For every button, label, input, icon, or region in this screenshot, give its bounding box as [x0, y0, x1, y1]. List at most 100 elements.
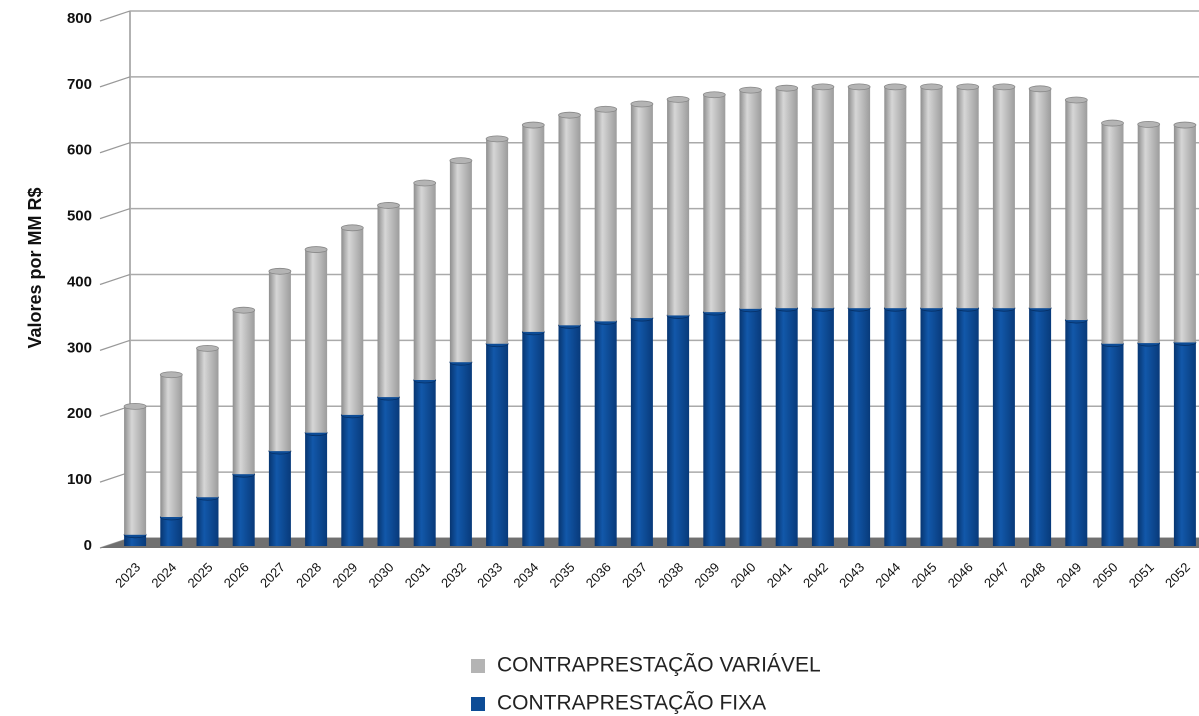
tick-mark	[99, 76, 131, 88]
bar	[160, 517, 183, 546]
x-tick-label: 2032	[438, 560, 469, 591]
bar	[884, 308, 907, 546]
bar	[413, 183, 436, 380]
bar	[920, 86, 943, 309]
bar	[486, 343, 509, 546]
bar	[992, 308, 1015, 546]
bar	[413, 379, 436, 546]
bar	[268, 451, 291, 546]
legend-label: CONTRAPRESTAÇÃO VARIÁVEL	[497, 653, 821, 677]
bar	[1101, 343, 1124, 546]
bar-cap	[304, 246, 328, 253]
bar	[956, 308, 979, 546]
bar-cap	[920, 83, 943, 91]
bar	[160, 374, 183, 518]
bar	[305, 249, 328, 433]
bar	[1029, 88, 1052, 309]
x-tick-label: 2029	[329, 560, 360, 591]
y-tick-label: 100	[67, 471, 92, 488]
bar	[630, 103, 653, 319]
y-tick-label: 0	[84, 537, 92, 554]
bar-cap	[413, 179, 437, 187]
bar-cap	[666, 95, 690, 103]
bar-cap	[1173, 121, 1197, 129]
bar	[884, 86, 907, 309]
bar-cap	[1137, 121, 1161, 128]
bar	[377, 205, 400, 398]
bar-cap	[1101, 119, 1124, 127]
x-tick-label: 2037	[619, 560, 650, 591]
legend-label: CONTRAPRESTAÇÃO FIXA	[497, 691, 766, 715]
x-tick-label: 2036	[583, 560, 614, 591]
bar-cap	[811, 83, 835, 91]
bar-cap	[232, 306, 256, 314]
bar-cap	[702, 91, 726, 99]
bar	[522, 331, 545, 546]
y-tick-label: 600	[67, 142, 92, 159]
bar	[341, 414, 364, 546]
bar	[268, 271, 291, 452]
y-tick-label: 400	[67, 273, 92, 290]
x-tick-label: 2042	[800, 560, 831, 591]
bar	[703, 312, 726, 546]
bar	[775, 88, 798, 309]
bar-cap	[847, 83, 871, 91]
bar	[1137, 343, 1160, 546]
bar-cap	[1064, 96, 1088, 104]
x-tick-label: 2034	[510, 560, 541, 591]
bar-cap	[1028, 85, 1052, 93]
bar	[1173, 342, 1196, 546]
bar	[124, 534, 147, 546]
bar-cap	[123, 402, 147, 410]
bar-cap	[883, 83, 907, 91]
bar	[811, 308, 834, 546]
tick-mark	[99, 142, 131, 154]
bar	[558, 115, 581, 326]
bar-cap	[340, 224, 364, 232]
bar-cap	[159, 371, 183, 379]
legend-swatch	[471, 697, 485, 711]
x-tick-label: 2047	[981, 560, 1012, 591]
bar	[703, 94, 726, 313]
bar	[811, 86, 834, 309]
bar-cap	[739, 86, 762, 94]
bar	[992, 86, 1015, 309]
x-tick-label: 2044	[872, 560, 903, 591]
bar	[449, 362, 472, 546]
y-tick-label: 300	[67, 339, 92, 356]
y-axis-title: Valores por MM R$	[25, 187, 45, 348]
bar	[739, 308, 762, 546]
bar	[341, 227, 364, 415]
bar	[196, 497, 219, 546]
x-tick-label: 2026	[221, 560, 252, 591]
bar-cap	[630, 100, 654, 108]
bar	[124, 406, 147, 535]
bar	[232, 474, 255, 546]
x-tick-label: 2050	[1090, 560, 1121, 591]
x-tick-label: 2033	[474, 560, 505, 591]
legend-swatch	[471, 659, 485, 673]
bar	[558, 325, 581, 546]
x-tick-label: 2049	[1053, 560, 1084, 591]
bar-cap	[992, 83, 1016, 91]
x-tick-label: 2030	[366, 560, 397, 591]
bar-cap	[775, 84, 799, 92]
y-tick-label: 200	[67, 405, 92, 422]
bar	[305, 432, 328, 546]
x-tick-label: 2039	[691, 560, 722, 591]
bar-cap	[558, 111, 581, 119]
bar	[522, 125, 545, 332]
x-tick-label: 2031	[402, 560, 433, 591]
x-tick-label: 2048	[1017, 560, 1048, 591]
bar-cap	[521, 121, 545, 129]
bar	[667, 315, 690, 546]
x-tick-label: 2035	[547, 560, 578, 591]
tick-mark	[99, 273, 131, 286]
bar	[775, 308, 798, 546]
x-tick-label: 2045	[909, 560, 940, 591]
bar	[1173, 125, 1196, 343]
x-tick-label: 2027	[257, 560, 288, 591]
bar	[630, 318, 653, 546]
x-tick-label: 2025	[185, 560, 216, 591]
bar	[667, 99, 690, 316]
